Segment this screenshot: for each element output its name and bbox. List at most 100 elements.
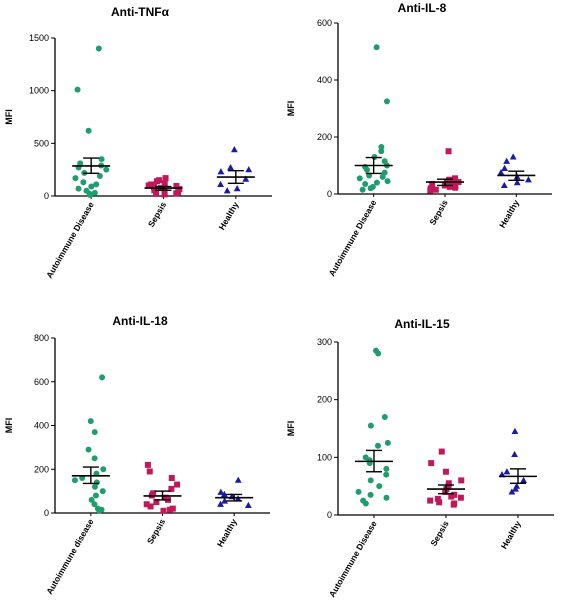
data-point [71, 477, 78, 484]
y-tick-label: 200 [317, 395, 332, 405]
chart-panel-anti-il-15: Anti-IL-15 MFI 0 100 200 300 Autoimmune Diseas… [282, 300, 564, 600]
data-point [375, 350, 382, 357]
chart-title: Anti-IL-18 [112, 314, 168, 328]
data-point [503, 468, 511, 475]
data-point [153, 190, 160, 197]
data-point [233, 185, 241, 192]
data-point [427, 187, 434, 194]
data-point [513, 179, 521, 186]
data-point [75, 185, 82, 192]
data-point [367, 185, 374, 192]
chart-panel-anti-tnfa: Anti-TNFα MFI 0 500 1000 1500 Autoimmune Disea… [0, 0, 282, 300]
category-label: Autoimmune Disease [327, 519, 379, 599]
data-point [436, 499, 443, 506]
chart-anti-tnfa: Anti-TNFα MFI 0 500 1000 1500 Autoimmune Disea… [4, 5, 272, 280]
data-point [511, 450, 518, 458]
data-point [217, 488, 225, 495]
y-tick-label: 0 [327, 510, 332, 520]
data-point [513, 173, 521, 180]
data-point [356, 175, 363, 182]
y-tick-label: 400 [34, 421, 49, 431]
data-point [378, 148, 385, 155]
data-point [373, 179, 380, 186]
y-tick-label: 800 [34, 333, 49, 343]
data-point [91, 483, 98, 490]
data-point [161, 188, 168, 195]
data-point [362, 181, 369, 188]
y-axis-label: MFI [4, 109, 14, 125]
data-point [100, 466, 107, 473]
data-point [520, 476, 527, 483]
y-tick-label: 200 [317, 132, 332, 142]
data-point [501, 164, 508, 171]
data-point [91, 501, 98, 508]
data-point [144, 461, 151, 468]
data-point [161, 180, 168, 187]
data-point [362, 500, 369, 507]
data-point [442, 468, 449, 475]
data-point [525, 176, 532, 183]
data-point [227, 163, 234, 171]
data-point [452, 184, 459, 191]
data-point [221, 497, 229, 504]
chart-title: Anti-IL-8 [398, 1, 447, 15]
data-point [95, 45, 102, 52]
data-point [383, 98, 390, 105]
data-point [364, 166, 371, 173]
data-point [166, 506, 173, 513]
category-label: Sepsis [145, 517, 167, 546]
data-point [173, 182, 180, 189]
data-point [497, 169, 505, 176]
data-point [217, 168, 225, 175]
data-point [448, 493, 455, 500]
data-point [168, 485, 175, 492]
data-point [509, 153, 517, 160]
data-point [217, 180, 224, 188]
data-point [448, 180, 455, 187]
data-point [359, 186, 366, 193]
y-tick-label: 0 [327, 189, 332, 199]
data-point [85, 446, 92, 453]
data-point [168, 475, 175, 481]
data-point [85, 127, 92, 134]
data-point [429, 181, 436, 188]
chart-panel-anti-il-8: Anti-IL-8 MFI 0 200 400 600 Autoimmune Disease… [282, 0, 564, 300]
data-point [96, 507, 103, 514]
category-label: Healthy [215, 517, 239, 549]
data-point [145, 182, 152, 189]
data-point [74, 86, 81, 93]
data-point [511, 427, 519, 434]
y-axis-label: MFI [286, 421, 296, 437]
y-tick-label: 200 [34, 464, 49, 474]
data-point [93, 181, 100, 188]
data-point [160, 507, 167, 514]
data-point [223, 187, 231, 194]
data-point [91, 455, 98, 462]
data-point [153, 178, 160, 185]
data-point [88, 183, 95, 190]
data-point [220, 490, 228, 498]
data-point [355, 488, 362, 495]
data-point [450, 501, 457, 508]
data-point [381, 413, 388, 420]
category-label: Healthy [217, 200, 241, 232]
data-point [242, 175, 250, 182]
data-point [432, 186, 439, 193]
y-axis-label: MFI [4, 418, 14, 434]
data-point [88, 496, 95, 503]
data-point [103, 166, 110, 173]
data-point [446, 183, 453, 190]
data-point [442, 488, 449, 495]
chart-title: Anti-TNFα [111, 5, 170, 19]
data-point [92, 492, 99, 499]
data-point [99, 488, 106, 495]
data-point [458, 477, 465, 484]
data-point [80, 179, 87, 186]
y-tick-label: 1000 [29, 86, 49, 96]
data-point [176, 186, 183, 193]
data-point [367, 491, 374, 498]
data-point [98, 156, 105, 163]
category-label: Sepsis [146, 200, 168, 229]
category-label: Healthy [499, 519, 523, 551]
data-point [383, 465, 390, 472]
